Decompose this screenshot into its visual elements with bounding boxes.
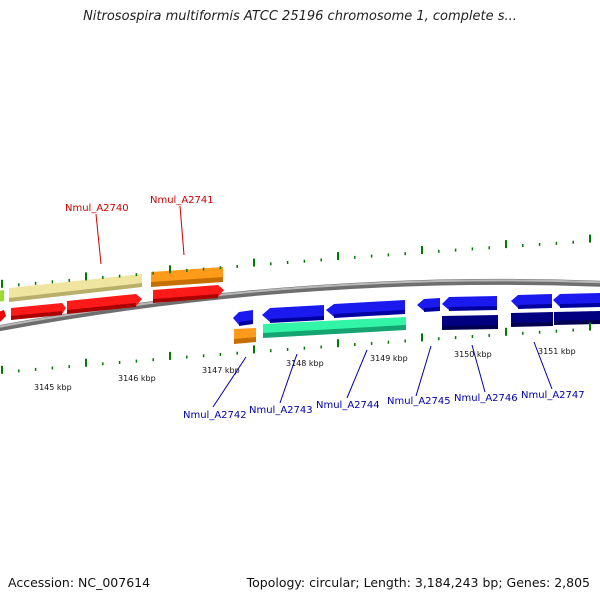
kbp-label: 3149 kbp (370, 354, 408, 363)
gene-arrow (9, 274, 142, 300)
top-ticks (1, 234, 591, 288)
forward-strand-genes (0, 267, 224, 322)
kbp-label: 3148 kbp (286, 359, 324, 368)
forward-leaders (95, 205, 185, 265)
gene-arrow (0, 310, 6, 322)
chromosome-backbone (0, 278, 600, 332)
kbp-label: 3151 kbp (538, 347, 576, 356)
gene-label-nmul-a2746[interactable]: Nmul_A2746 (454, 393, 518, 404)
accession-text: Accession: NC_007614 (8, 575, 151, 590)
kbp-label: 3146 kbp (118, 374, 156, 383)
map-title: Nitrosospira multiformis ATCC 25196 chro… (83, 9, 517, 24)
bottom-ticks (1, 322, 591, 374)
gene-label-nmul-a2745[interactable]: Nmul_A2745 (387, 396, 451, 407)
gene-arrow (0, 290, 4, 302)
gene-label-nmul-a2743[interactable]: Nmul_A2743 (249, 405, 313, 416)
gene-label-nmul-a2741[interactable]: Nmul_A2741 (150, 195, 214, 206)
gene-label-nmul-a2744[interactable]: Nmul_A2744 (316, 400, 380, 411)
forward-gene-labels: Nmul_A2740 Nmul_A2741 (65, 195, 214, 214)
reverse-strand-genes (233, 293, 600, 344)
kbp-label: 3150 kbp (454, 350, 492, 359)
gene-label-nmul-a2742[interactable]: Nmul_A2742 (183, 410, 247, 421)
kbp-label: 3145 kbp (34, 383, 72, 392)
topology-info: Topology: circular; Length: 3,184,243 bp… (246, 575, 590, 590)
reverse-leaders (212, 341, 553, 408)
kbp-labels: 3145 kbp 3146 kbp 3147 kbp 3148 kbp 3149… (34, 347, 576, 392)
gene-label-nmul-a2740[interactable]: Nmul_A2740 (65, 203, 129, 214)
gene-label-nmul-a2747[interactable]: Nmul_A2747 (521, 390, 585, 401)
reverse-gene-labels: Nmul_A2742 Nmul_A2743 Nmul_A2744 Nmul_A2… (183, 390, 585, 421)
kbp-label: 3147 kbp (202, 366, 240, 375)
